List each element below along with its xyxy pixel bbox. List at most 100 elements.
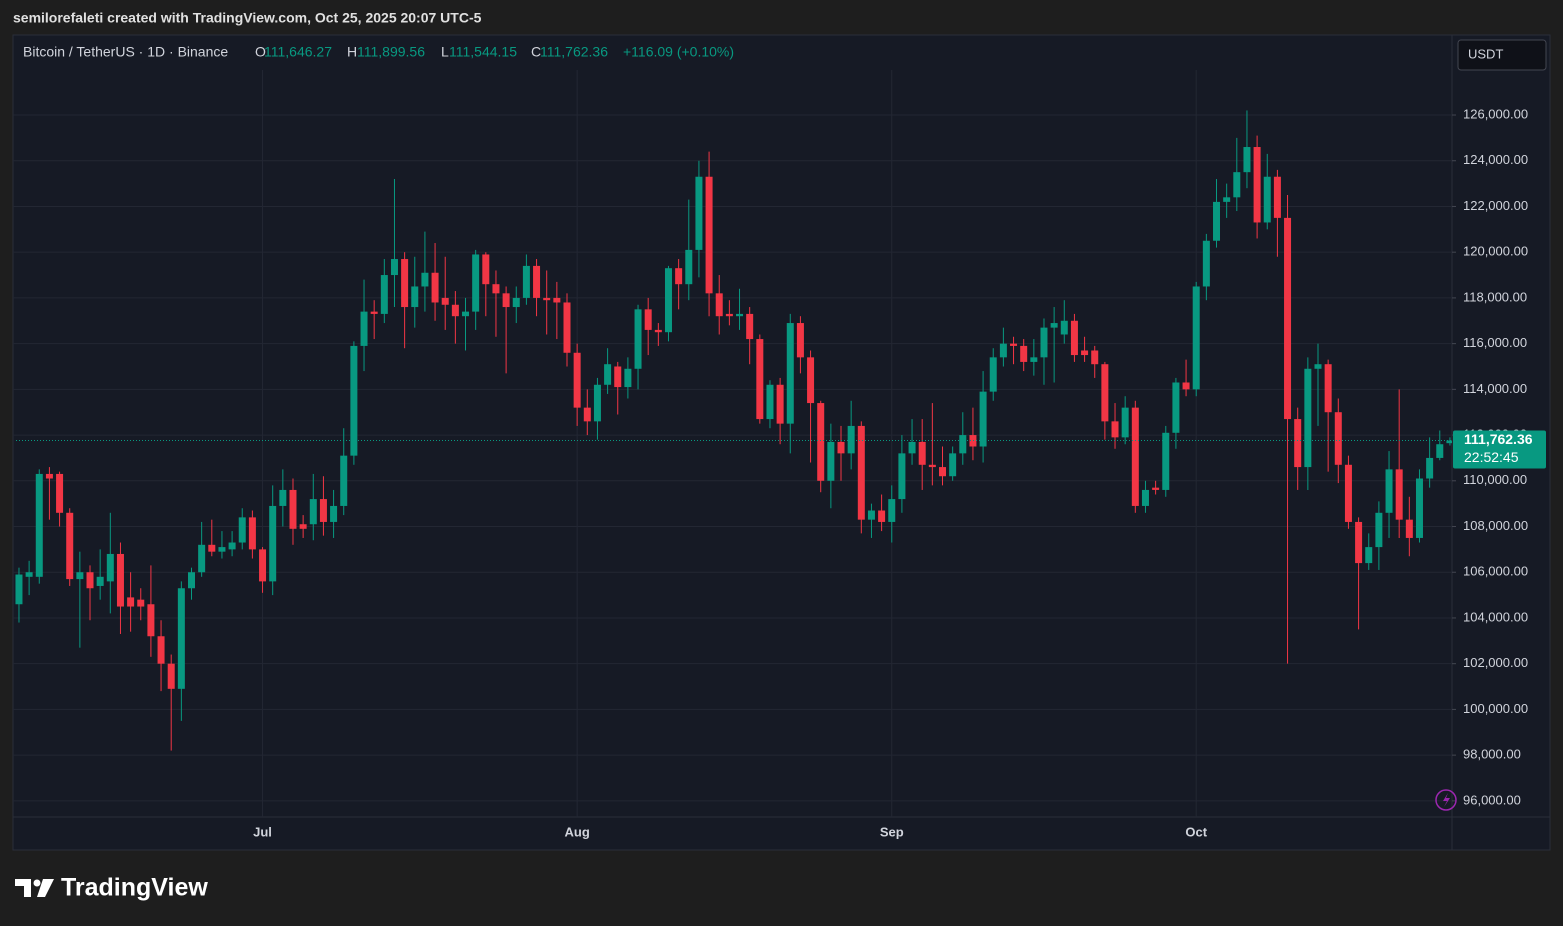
y-tick-label: 124,000.00 — [1463, 152, 1528, 167]
candle-body — [786, 323, 794, 424]
candle-body — [817, 403, 825, 481]
candle-body — [807, 357, 815, 404]
candle-body — [746, 313, 754, 340]
candle-body — [167, 663, 175, 689]
candle-body — [989, 357, 997, 392]
candle-body — [1446, 440, 1452, 444]
candle-body — [664, 268, 672, 333]
candle-body — [188, 572, 196, 589]
candle-body — [624, 368, 632, 388]
candle-body — [644, 309, 652, 330]
candle-body — [421, 272, 429, 287]
candle-body — [350, 345, 358, 456]
y-tick-label: 100,000.00 — [1463, 701, 1528, 716]
y-tick-label: 96,000.00 — [1463, 792, 1521, 807]
candle-body — [45, 473, 53, 479]
brand-name: TradingView — [61, 874, 208, 902]
candle-body — [1304, 368, 1312, 468]
candle-body — [1314, 364, 1322, 369]
candle-body — [1284, 217, 1292, 420]
y-tick-label: 120,000.00 — [1463, 244, 1528, 259]
candle-body — [157, 636, 165, 664]
candle-body — [1050, 323, 1058, 328]
candle-body — [86, 572, 94, 589]
attribution: semilorefaleti created with TradingView.… — [13, 10, 482, 26]
candle-body — [1081, 350, 1089, 356]
candle-body — [106, 553, 114, 582]
candle-body — [370, 311, 378, 314]
y-tick-label: 98,000.00 — [1463, 747, 1521, 762]
currency-label[interactable]: USDT — [1468, 46, 1503, 61]
candle-body — [857, 425, 865, 520]
candle-body — [1131, 407, 1139, 506]
candle-body — [1040, 327, 1048, 358]
candle-body — [1294, 419, 1302, 468]
alert-bolt — [1443, 793, 1450, 807]
candle-body — [918, 441, 926, 465]
candle-body — [1355, 521, 1363, 564]
candle-body — [1436, 444, 1444, 458]
close-label: C — [531, 44, 541, 60]
high-value: 111,899.56 — [357, 44, 425, 60]
y-tick-label: 126,000.00 — [1463, 106, 1528, 121]
candle-body — [1202, 240, 1210, 287]
candle-body — [1152, 487, 1160, 490]
y-tick-label: 122,000.00 — [1463, 198, 1528, 213]
candle-body — [309, 499, 317, 525]
candle-body — [248, 517, 256, 550]
open-label: O — [255, 44, 266, 60]
candle-body — [1385, 469, 1393, 513]
candle-body — [614, 366, 622, 388]
candle-body — [1162, 432, 1170, 490]
y-tick-label: 118,000.00 — [1463, 289, 1527, 304]
last-price-label: 111,762.36 — [1464, 431, 1533, 447]
candle-body — [543, 297, 551, 301]
logo-mark — [33, 879, 41, 887]
candle-body — [827, 441, 835, 481]
x-tick-label: Aug — [565, 824, 590, 839]
candle-body — [269, 505, 277, 582]
candle-body — [725, 313, 733, 317]
logo-mark — [37, 879, 54, 897]
candle-body — [1192, 286, 1200, 390]
candle-body — [56, 473, 64, 513]
candle-body — [1101, 364, 1109, 422]
brand-logo — [15, 879, 54, 897]
candle-body — [1426, 457, 1434, 479]
candle-body — [533, 265, 541, 298]
candle-body — [360, 311, 368, 346]
countdown-label: 22:52:45 — [1464, 449, 1519, 465]
candle-body — [573, 352, 581, 408]
candle-body — [76, 572, 84, 580]
currency-button[interactable] — [1457, 39, 1547, 71]
alert-icon[interactable] — [1435, 789, 1457, 811]
candle-body — [705, 176, 713, 294]
candle-body — [695, 176, 703, 250]
candle-body — [1233, 172, 1241, 198]
candle-body — [319, 499, 327, 522]
candle-body — [1020, 345, 1028, 362]
candle-body — [796, 323, 804, 358]
candle-body — [766, 384, 774, 420]
candle-body — [15, 574, 23, 605]
candle-body — [878, 510, 886, 522]
candle-body — [1334, 412, 1342, 465]
logo-mark — [15, 879, 31, 897]
candle-body — [1344, 464, 1352, 522]
low-label: L — [441, 44, 449, 60]
candle-body — [259, 549, 267, 582]
candle-body — [1111, 421, 1119, 438]
candle-body — [522, 265, 530, 298]
candle-body — [340, 455, 348, 506]
high-label: H — [347, 44, 357, 60]
last-price-box — [1453, 430, 1546, 469]
candle-body — [1172, 382, 1180, 433]
candle-body — [1091, 350, 1099, 365]
candle-body — [35, 473, 43, 577]
candle-body — [238, 517, 246, 543]
chart-pane — [12, 34, 1551, 851]
candle-body — [1243, 147, 1251, 173]
candle-body — [837, 441, 845, 454]
candle-body — [380, 275, 388, 314]
